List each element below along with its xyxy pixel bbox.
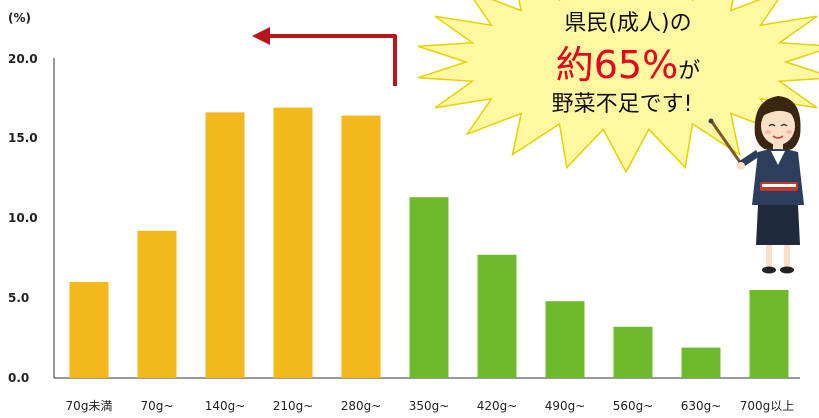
x-tick-label: 140g~ (205, 399, 246, 413)
x-tick-label: 70g~ (141, 399, 174, 413)
callout-suffix: が (678, 59, 700, 84)
x-tick-label: 560g~ (613, 399, 654, 413)
bar-9 (681, 347, 721, 378)
x-tick-label: 420g~ (477, 399, 518, 413)
callout-highlight: 約65% (556, 43, 678, 87)
bar-2 (205, 112, 245, 379)
x-tick-label: 350g~ (409, 399, 450, 413)
bar-6 (477, 254, 517, 378)
x-tick-label: 490g~ (545, 399, 586, 413)
y-axis-label: (%) (8, 11, 31, 25)
y-tick-label: 20.0 (8, 52, 38, 66)
callout-line-2: 約65%が (556, 43, 700, 87)
bar-0 (69, 282, 109, 378)
x-tick-label: 210g~ (273, 399, 314, 413)
x-tick-label: 280g~ (341, 399, 382, 413)
left-arrow-icon (252, 27, 397, 86)
starburst-callout: 県民(成人)の 約65%が 野菜不足です! (417, 0, 819, 174)
y-tick-label: 5.0 (8, 291, 29, 305)
y-tick-label: 0.0 (8, 371, 29, 385)
y-tick-label: 10.0 (8, 211, 38, 225)
callout-line-3: 野菜不足です! (552, 92, 693, 117)
x-tick-label: 70g未満 (66, 399, 113, 413)
y-tick-label: 15.0 (8, 131, 38, 145)
bar-3 (273, 107, 313, 378)
teacher-with-pointer-icon (708, 96, 804, 274)
bar-7 (545, 301, 585, 378)
x-tick-label: 630g~ (681, 399, 722, 413)
x-tick-group: 70g未満 70g~ 140g~ 210g~ 280g~ 350g~ 420g~… (66, 399, 795, 413)
bar-1 (137, 230, 177, 378)
bar-10 (749, 290, 789, 378)
bar-group (69, 107, 789, 379)
bar-4 (341, 115, 381, 378)
starburst-shape (417, 0, 819, 174)
x-tick-label: 700g以上 (740, 399, 795, 413)
bar-8 (613, 326, 653, 378)
callout-line-1: 県民(成人)の (564, 11, 691, 36)
bar-5 (409, 197, 449, 378)
